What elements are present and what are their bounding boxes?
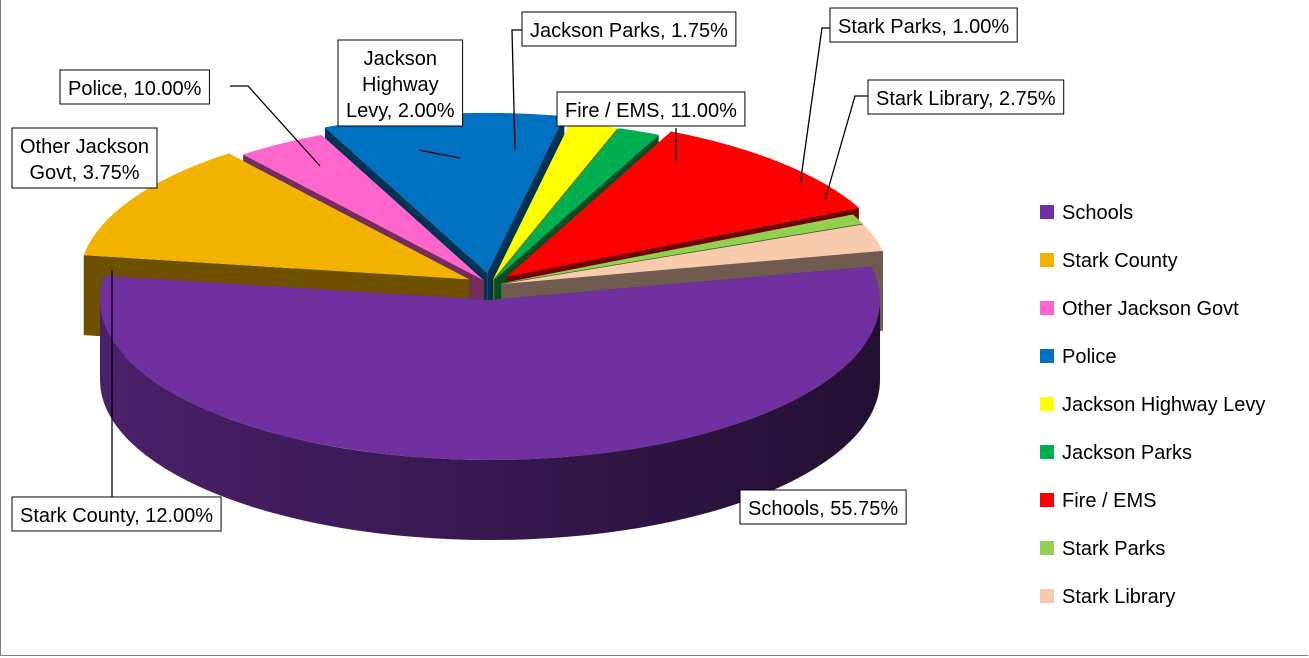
leader-line-police [230, 85, 321, 167]
data-label-police: Police, 10.00% [59, 69, 210, 105]
leader-line-jackson-parks [511, 29, 522, 151]
legend-item-stark-library: Stark Library [1040, 586, 1175, 608]
data-label-text: Govt, 3.75% [29, 162, 139, 184]
legend-swatch [1040, 205, 1054, 219]
data-label-text: Stark Parks, 1.00% [838, 16, 1009, 38]
data-label-stark-library: Stark Library, 2.75% [867, 79, 1065, 115]
data-label-text: Jackson [364, 48, 437, 70]
legend-item-fire-ems: Fire / EMS [1040, 490, 1156, 512]
slices-layer [83, 112, 883, 540]
data-label-text: Stark County, 12.00% [20, 505, 213, 527]
data-label-other-jackson-govt: Other Jackson Govt, 3.75% [11, 127, 158, 189]
data-label-jackson-parks: Jackson Parks, 1.75% [521, 11, 737, 47]
data-label-stark-parks: Stark Parks, 1.00% [829, 7, 1018, 43]
leader-lines [111, 27, 868, 497]
data-label-text: Schools, 55.75% [748, 498, 898, 520]
legend-label: Other Jackson Govt [1062, 298, 1239, 320]
legend-swatch [1040, 493, 1054, 507]
legend-swatch [1040, 541, 1054, 555]
legend-item-stark-county: Stark County [1040, 250, 1178, 272]
legend-swatch [1040, 397, 1054, 411]
legend-label: Stark Parks [1062, 538, 1165, 560]
data-label-text: Fire / EMS, 11.00% [565, 100, 737, 122]
legend-swatch [1040, 301, 1054, 315]
legend: Schools Stark County Other Jackson Govt Pol… [1040, 202, 1265, 608]
data-label-schools: Schools, 55.75% [739, 489, 907, 525]
data-label-text: Jackson Parks, 1.75% [530, 20, 728, 42]
legend-label: Stark Library [1062, 586, 1175, 608]
data-label-stark-county: Stark County, 12.00% [11, 496, 222, 532]
slice-schools [100, 266, 881, 540]
legend-item-schools: Schools [1040, 202, 1133, 224]
legend-item-other-jackson-govt: Other Jackson Govt [1040, 298, 1239, 320]
data-label-text: Police, 10.00% [68, 78, 202, 100]
legend-swatch [1040, 253, 1054, 267]
leader-line-jackson-highway-levy [418, 149, 461, 159]
legend-label: Jackson Parks [1062, 442, 1192, 464]
legend-swatch [1040, 445, 1054, 459]
legend-label: Schools [1062, 202, 1133, 224]
leader-line-stark-parks [799, 27, 830, 186]
data-label-text: Stark Library, 2.75% [876, 88, 1056, 110]
legend-item-jackson-highway-levy: Jackson Highway Levy [1040, 394, 1265, 416]
legend-label: Stark County [1062, 250, 1178, 272]
leader-line-stark-library [824, 95, 868, 201]
legend-swatch [1040, 589, 1054, 603]
legend-item-jackson-parks: Jackson Parks [1040, 442, 1192, 464]
data-label-jackson-highway-levy: Jackson Highway Levy, 2.00% [337, 39, 464, 127]
data-label-text: Levy, 2.00% [346, 100, 455, 122]
legend-swatch [1040, 349, 1054, 363]
legend-item-police: Police [1040, 346, 1116, 368]
legend-label: Police [1062, 346, 1116, 368]
data-label-fire-ems: Fire / EMS, 11.00% [556, 91, 746, 127]
data-label-text: Other Jackson [20, 136, 149, 158]
data-label-text: Highway [362, 74, 439, 96]
legend-label: Jackson Highway Levy [1062, 394, 1265, 416]
legend-label: Fire / EMS [1062, 490, 1156, 512]
data-labels: Schools, 55.75% Stark County, 12.00% Other… [11, 7, 1065, 532]
legend-item-stark-parks: Stark Parks [1040, 538, 1165, 560]
